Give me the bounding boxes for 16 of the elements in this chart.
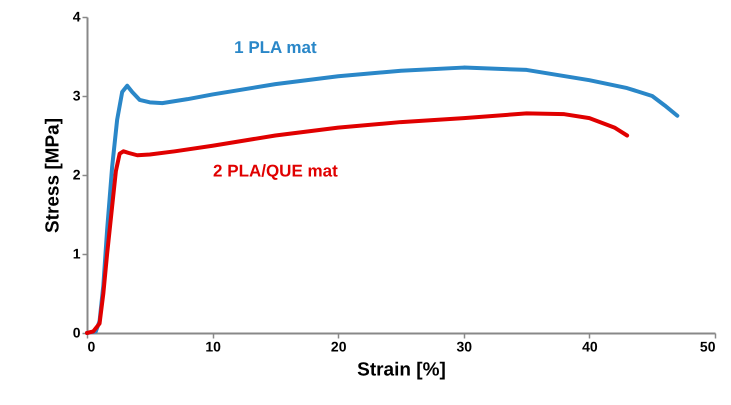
y-axis-title: Stress [MPa] xyxy=(42,118,64,234)
x-tick-label: 20 xyxy=(330,338,347,354)
x-tick-label: 40 xyxy=(582,338,598,354)
x-tick-label: 10 xyxy=(205,338,222,354)
x-axis-title: Strain [%] xyxy=(357,360,446,380)
x-tick-label: 50 xyxy=(700,338,716,354)
y-tick-label: 1 xyxy=(72,246,81,262)
y-tick-label: 2 xyxy=(72,166,81,182)
y-tick-label: 3 xyxy=(72,88,81,104)
series-label: 1 PLA mat xyxy=(234,38,317,58)
line-series xyxy=(85,111,630,335)
x-tick-label: 0 xyxy=(88,338,96,354)
y-tick-label: 4 xyxy=(72,8,81,24)
series-label: 2 PLA/QUE mat xyxy=(213,162,338,180)
x-tick-label: 30 xyxy=(456,338,472,354)
y-tick-label: 0 xyxy=(72,324,81,340)
